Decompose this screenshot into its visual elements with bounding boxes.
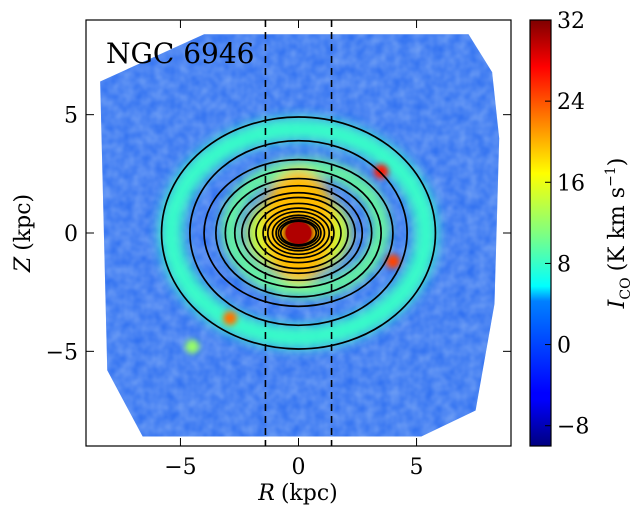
- contour-11: [266, 210, 331, 256]
- colorbar-tick-label-4: 8: [557, 252, 571, 277]
- colorbar-tick-label-5: 0: [557, 334, 571, 359]
- x-axis-unit: (kpc): [281, 481, 338, 506]
- contour-14: [277, 219, 320, 247]
- contour-7: [240, 191, 357, 275]
- colorbar-tick-label-1: 32: [557, 9, 585, 34]
- emission-ring-knot-e: [385, 254, 400, 269]
- contour-12: [271, 214, 326, 252]
- colorbar: 32 24 16 8 0 −8 ICO (K km s−1): [529, 9, 634, 447]
- colorbar-gradient: [529, 19, 552, 447]
- contour-5: [224, 177, 373, 289]
- dashed-lines: [264, 20, 333, 446]
- data-footprint: [100, 34, 500, 437]
- y-axis-var: Z: [11, 256, 36, 273]
- colorbar-tick-label-3: 16: [557, 171, 585, 196]
- colorbar-label-unit: (K km s: [605, 187, 630, 272]
- y-tick-label-1: 5: [64, 104, 78, 129]
- contour-6: [233, 184, 364, 282]
- colorbar-label-sub: CO: [618, 277, 634, 299]
- contour-2: [189, 139, 408, 327]
- x-tick-label-3: 5: [410, 455, 424, 480]
- colorbar-label-close: ): [605, 158, 630, 167]
- chart-title: NGC 6946: [106, 37, 254, 70]
- y-ticks: 5 0 −5: [46, 104, 511, 365]
- emission-layer: [160, 117, 437, 354]
- emission-ring-knot-ne: [374, 164, 389, 179]
- x-ticks: −5 0 5: [164, 20, 424, 480]
- x-tick-label-1: −5: [164, 455, 196, 480]
- x-axis-var: R: [257, 481, 275, 506]
- colorbar-tick-label-6: −8: [557, 415, 589, 440]
- emission-ring-knot-sw: [223, 311, 238, 326]
- y-tick-label-2: 0: [64, 222, 78, 247]
- contour-10: [262, 207, 335, 259]
- emission-ring-outer: [160, 117, 437, 349]
- contour-1: [160, 116, 437, 350]
- emission-ring-knot-s: [185, 339, 200, 354]
- y-axis-unit: (kpc): [11, 194, 36, 251]
- contour-8: [248, 196, 349, 270]
- contour-layer: [160, 116, 437, 350]
- contour-15: [279, 220, 318, 246]
- colorbar-label: ICO (K km s−1): [603, 158, 634, 310]
- contour-13: [275, 216, 322, 250]
- contour-9: [255, 202, 342, 264]
- colorbar-label-var: I: [605, 298, 630, 309]
- x-axis-title: R (kpc): [257, 481, 337, 506]
- colorbar-label-exp: −1: [603, 166, 619, 187]
- y-tick-label-3: −5: [46, 340, 78, 365]
- contour-3: [203, 158, 394, 308]
- plot-area: [86, 20, 511, 446]
- y-axis-title: Z (kpc): [11, 194, 36, 273]
- x-tick-label-2: 0: [292, 455, 306, 480]
- colorbar-ticks: 32 24 16 8 0 −8: [545, 9, 589, 440]
- colorbar-tick-label-2: 24: [557, 90, 585, 115]
- contour-4: [215, 168, 382, 298]
- emission-core: [285, 222, 312, 244]
